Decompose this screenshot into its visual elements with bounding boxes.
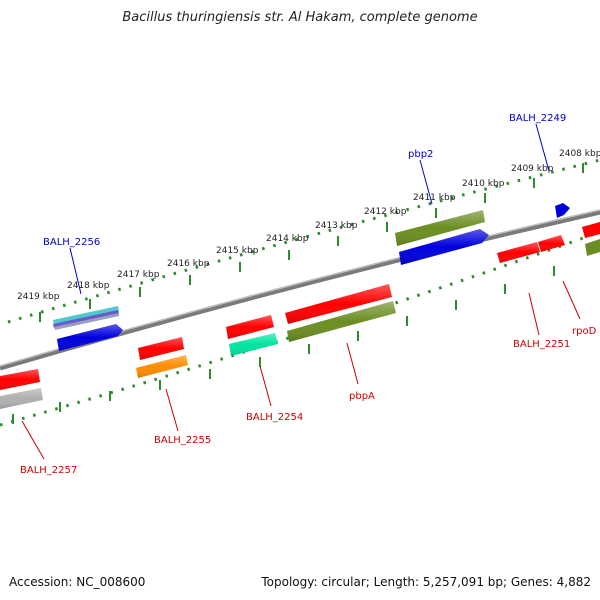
ruler-label-2409: 2409 kbp xyxy=(511,164,554,174)
lower-tick-row xyxy=(0,230,600,427)
label-balh-2251: BALH_2251 xyxy=(513,339,570,350)
label-rpoD: rpoD xyxy=(572,326,597,337)
gene-red-upper-mid[interactable] xyxy=(285,284,392,324)
leader-lines xyxy=(21,123,581,460)
label-balh-2256: BALH_2256 xyxy=(43,237,100,248)
gene-balh-2257[interactable] xyxy=(0,369,40,390)
ruler-label-2418: 2418 kbp xyxy=(67,281,110,291)
gene-pbp2[interactable] xyxy=(395,210,485,246)
label-balh-2249: BALH_2249 xyxy=(509,113,566,124)
gene-olive-right[interactable] xyxy=(585,239,600,256)
gene-balh-2256-b[interactable] xyxy=(57,324,123,351)
label-pbpA: pbpA xyxy=(349,391,375,402)
ruler-label-2416: 2416 kbp xyxy=(167,259,210,269)
label-balh-2255: BALH_2255 xyxy=(154,435,211,446)
upper-features xyxy=(53,203,570,351)
gene-balh-2256[interactable] xyxy=(53,306,119,330)
lower-features xyxy=(0,222,600,409)
gene-balh-2252[interactable] xyxy=(538,235,565,252)
genome-title: Bacillus thuringiensis str. Al Hakam, co… xyxy=(122,10,478,25)
ruler-label-2413: 2413 kbp xyxy=(315,221,358,231)
label-balh-2257: BALH_2257 xyxy=(20,465,77,476)
ruler-label-2411: 2411 kbp xyxy=(413,193,456,203)
ruler-label-2414: 2414 kbp xyxy=(266,234,309,244)
gene-balh-2255-red[interactable] xyxy=(138,337,184,360)
gene-balh-2249[interactable] xyxy=(555,203,570,218)
ruler-label-2419: 2419 kbp xyxy=(17,292,60,302)
upper-feature-labels: pbp2 BALH_2256 BALH_2249 xyxy=(43,113,566,248)
accession-text: Accession: NC_008600 xyxy=(9,575,146,589)
ruler-label-2415: 2415 kbp xyxy=(216,246,259,256)
ruler-labels: 2408 kbp 2409 kbp 2410 kbp 2411 kbp 2412… xyxy=(17,149,600,302)
gene-balh-2254[interactable] xyxy=(229,333,278,356)
gene-balh-2254-red[interactable] xyxy=(226,315,274,339)
gene-balh-2255[interactable] xyxy=(136,355,188,378)
ruler-label-2412: 2412 kbp xyxy=(364,207,407,217)
label-pbp2: pbp2 xyxy=(408,149,433,160)
major-ticks xyxy=(12,163,584,424)
genome-summary-text: Topology: circular; Length: 5,257,091 bp… xyxy=(261,575,591,589)
gene-balh-2257-b[interactable] xyxy=(0,388,43,409)
ruler-label-2408: 2408 kbp xyxy=(559,149,600,159)
gene-balh-2250[interactable] xyxy=(399,229,489,265)
ruler-label-2410: 2410 kbp xyxy=(462,179,505,189)
gene-pbpA[interactable] xyxy=(287,301,396,342)
gene-balh-2251[interactable] xyxy=(497,242,540,263)
label-balh-2254: BALH_2254 xyxy=(246,412,303,423)
lower-feature-labels: BALH_2257 BALH_2255 BALH_2254 pbpA BALH_… xyxy=(20,326,597,476)
gene-rpoD[interactable] xyxy=(582,222,600,238)
ruler-label-2417: 2417 kbp xyxy=(117,270,160,280)
